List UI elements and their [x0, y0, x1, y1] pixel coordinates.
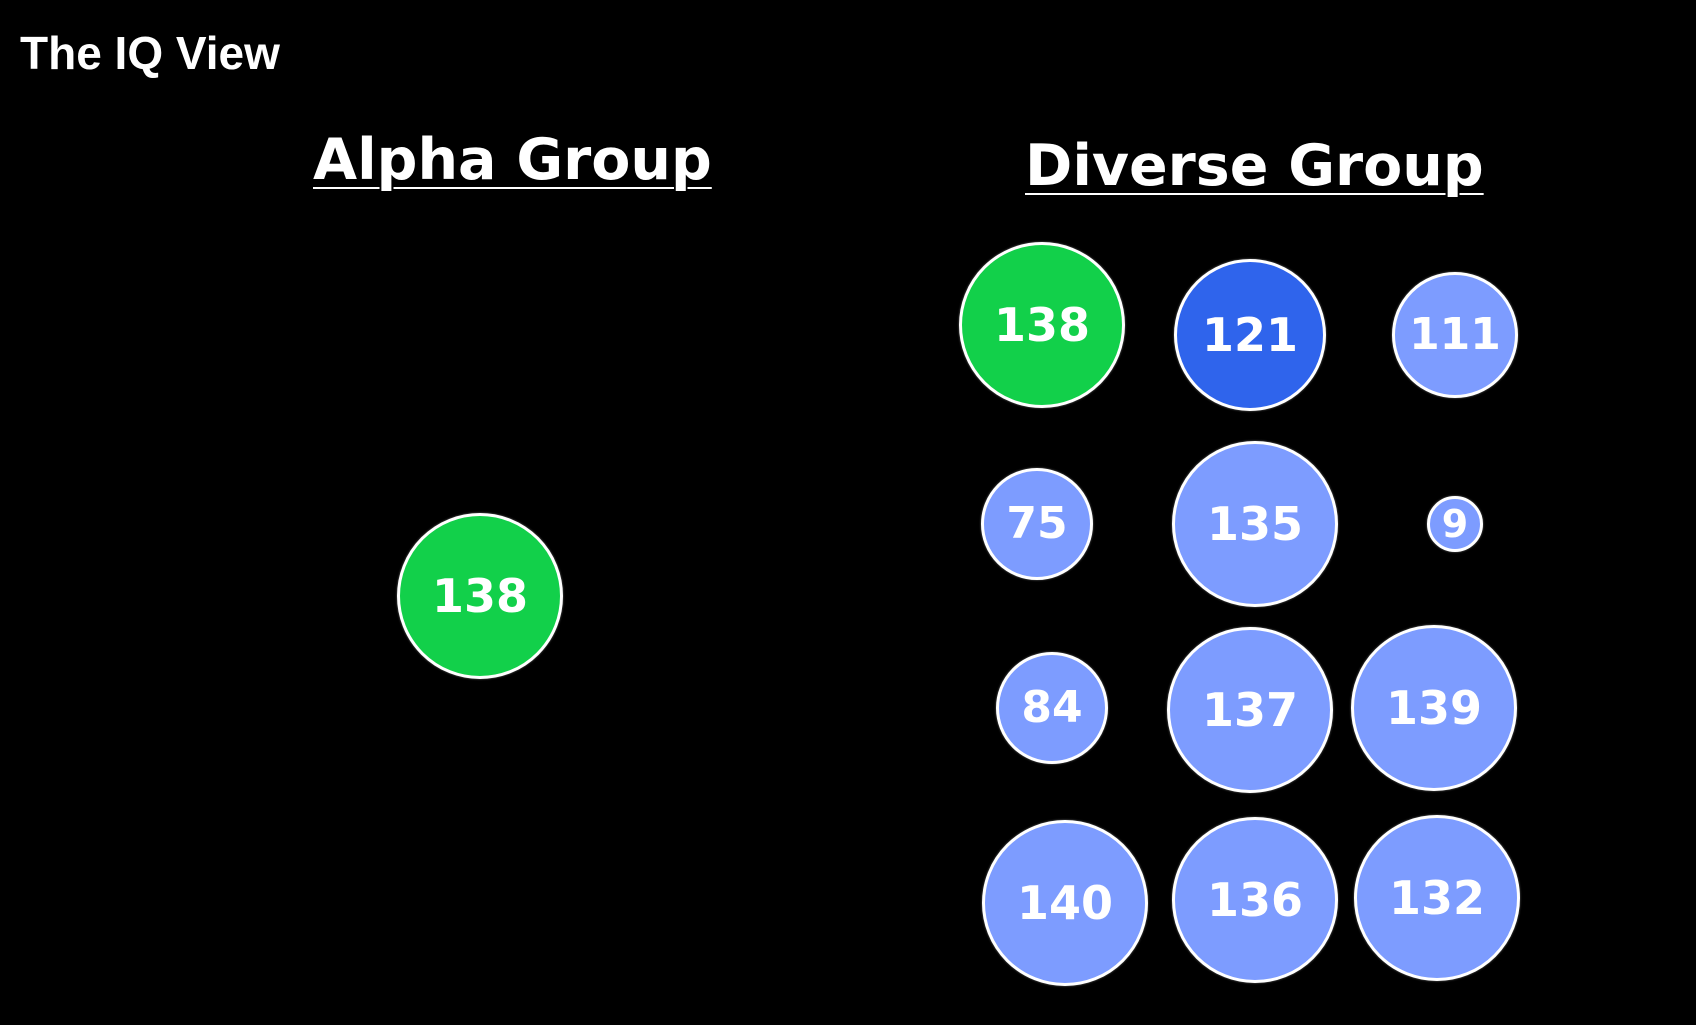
diverse-member-bubble: 75 — [981, 468, 1093, 580]
diverse-member-bubble: 137 — [1167, 627, 1333, 793]
diverse-member-bubble: 84 — [996, 652, 1108, 764]
alpha-group-heading: Alpha Group — [313, 127, 712, 193]
alpha-member-bubble: 138 — [397, 513, 563, 679]
diverse-group-heading: Diverse Group — [1025, 133, 1484, 199]
diverse-member-bubble: 138 — [959, 242, 1125, 408]
diverse-member-bubble: 135 — [1172, 441, 1338, 607]
slide-title: The IQ View — [20, 27, 280, 79]
diverse-member-bubble: 139 — [1351, 625, 1517, 791]
diverse-member-bubble: 111 — [1392, 272, 1518, 398]
diverse-member-bubble: 9 — [1427, 496, 1483, 552]
diverse-member-bubble: 132 — [1354, 815, 1520, 981]
diverse-member-bubble: 121 — [1174, 259, 1326, 411]
diverse-member-bubble: 136 — [1172, 817, 1338, 983]
diverse-member-bubble: 140 — [982, 820, 1148, 986]
